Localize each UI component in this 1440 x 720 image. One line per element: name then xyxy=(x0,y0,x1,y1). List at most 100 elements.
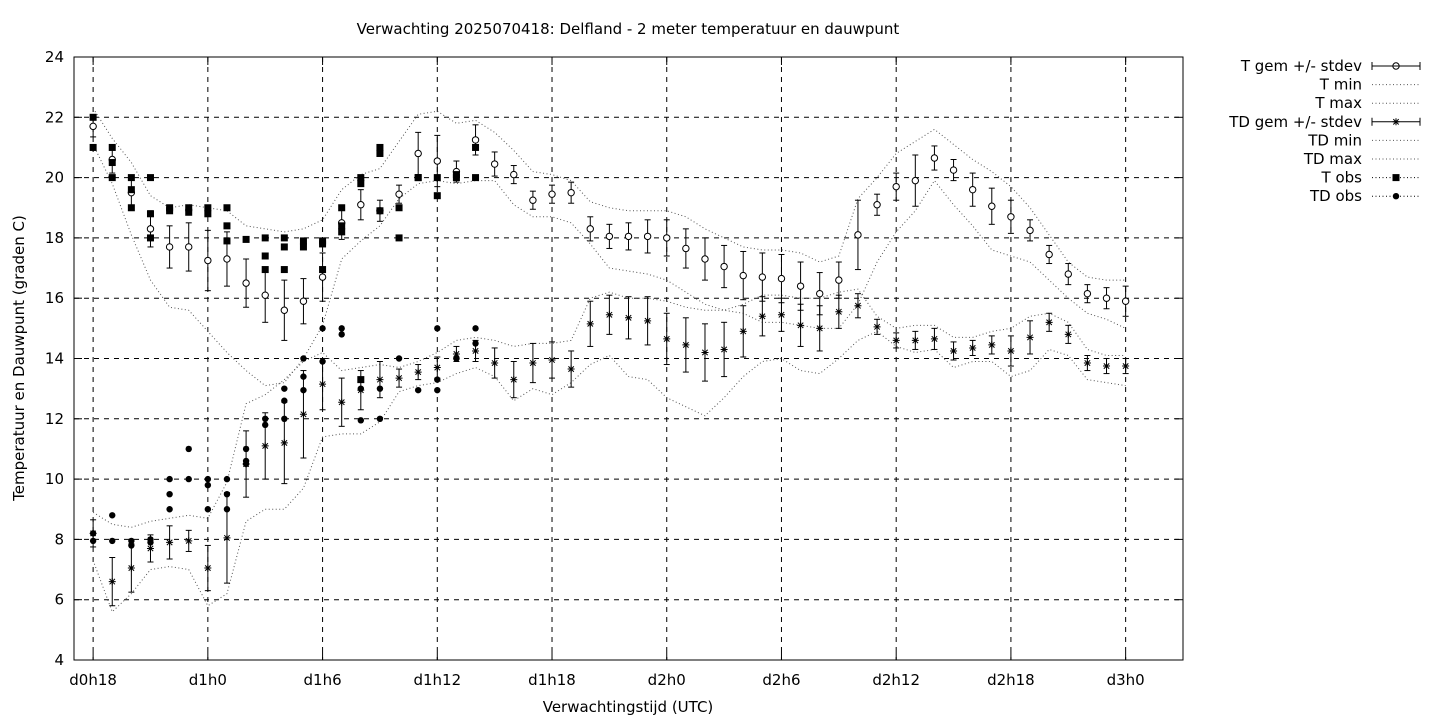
series-t-obs-point xyxy=(261,252,269,260)
series-t-gem-point xyxy=(720,262,728,271)
series-td-gem-point xyxy=(625,314,632,322)
min-max-bands xyxy=(92,107,1126,613)
series-t-gem-point xyxy=(1083,289,1092,298)
series-td-obs-point xyxy=(434,376,441,383)
series-t-obs-point xyxy=(395,234,403,242)
series-t-gem-point xyxy=(280,306,289,314)
series-t-gem-point xyxy=(854,231,862,239)
series-t-obs-point xyxy=(89,113,97,121)
series-t-obs-point xyxy=(319,266,327,274)
series-td-obs-point xyxy=(223,506,231,513)
series-td-obs-point xyxy=(338,325,345,332)
series-t-gem-point xyxy=(395,190,403,198)
series-td-obs-point xyxy=(338,331,345,338)
y-tick-label: 22 xyxy=(45,108,64,126)
series-t-gem-point xyxy=(204,256,212,265)
series-td-obs-point xyxy=(89,530,97,537)
series-td-gem-point xyxy=(969,344,977,352)
series-t-obs-point xyxy=(395,204,403,212)
series-t-obs-point xyxy=(223,222,231,230)
series-td-gem-point xyxy=(491,359,499,367)
series-t-gem-point xyxy=(1026,226,1034,235)
series-t-gem-point xyxy=(1102,294,1111,302)
series-t-gem-point xyxy=(490,160,499,168)
legend-label-t-gem: T gem +/- stdev xyxy=(1240,57,1362,75)
series-td-gem-point xyxy=(950,347,958,355)
series-t-obs-point xyxy=(204,210,212,218)
series-td-gem-point xyxy=(835,308,843,316)
series-td-gem-point xyxy=(586,320,594,328)
series-t-obs-point xyxy=(280,234,288,242)
series-td-obs-point xyxy=(453,355,460,362)
series-td-obs-point xyxy=(242,460,250,468)
series-td-obs-point xyxy=(128,542,135,549)
series-t-obs-point xyxy=(357,174,365,182)
series-t-obs-point xyxy=(338,204,346,212)
series-t-obs-point xyxy=(146,174,154,182)
x-tick-label: d1h0 xyxy=(189,671,227,689)
series-t-obs-point xyxy=(357,180,365,188)
series-t-gem-point xyxy=(758,273,767,281)
series-td-obs-point xyxy=(262,415,269,422)
series-t-gem-point xyxy=(548,190,556,198)
series-t-gem-point xyxy=(739,271,747,280)
x-tick-label: d3h0 xyxy=(1107,671,1145,689)
series-t-obs-point xyxy=(108,174,116,182)
series-t-gem-point xyxy=(89,122,97,131)
series-td-gem-point xyxy=(472,347,480,355)
series-td-gem-point xyxy=(414,368,422,376)
series-td-obs-point xyxy=(376,415,384,422)
series-td-obs-point xyxy=(166,490,173,498)
series-td-obs-point xyxy=(262,421,269,429)
series-td-gem-point xyxy=(758,312,766,320)
series-t-obs-point xyxy=(472,143,480,151)
legend-label-td-min: TD min xyxy=(1307,131,1362,149)
series-t-gem-point xyxy=(682,244,690,253)
series-td-gem-point xyxy=(319,380,327,388)
x-tick-label: d0h18 xyxy=(69,671,117,689)
series-t-obs-point xyxy=(127,204,135,212)
series-td-gem-point xyxy=(280,439,288,447)
y-tick-label: 24 xyxy=(45,48,64,66)
series-t-gem-point xyxy=(223,255,231,263)
series-t-obs-point xyxy=(376,143,384,151)
legend-sample-td-obs-marker xyxy=(1392,193,1400,200)
series-t-gem-point xyxy=(988,202,996,210)
x-tick-label: d2h0 xyxy=(648,671,686,689)
series-t-max xyxy=(92,107,1126,281)
series-t-obs-point xyxy=(433,192,441,200)
series-td-gem-point xyxy=(911,336,919,344)
y-tick-label: 8 xyxy=(54,530,64,548)
series-td-gem-point xyxy=(1064,330,1072,338)
series-t-obs-point xyxy=(338,228,346,236)
series-td-obs-point xyxy=(434,386,441,394)
series-td-gem-point xyxy=(777,311,785,319)
series-t-gem-point xyxy=(1007,213,1015,221)
series-td-gem-point xyxy=(701,348,709,356)
series-t-obs-point xyxy=(280,243,288,251)
x-tick-label: d2h18 xyxy=(987,671,1035,689)
series-td-obs-point xyxy=(300,355,307,362)
series-td-obs-point xyxy=(395,355,403,362)
series-td-gem-point xyxy=(892,336,900,344)
series-t-obs-point xyxy=(223,204,231,212)
y-axis-label: Temperatuur en Dauwpunt (graden C) xyxy=(10,215,28,502)
series-td-gem-point xyxy=(1026,333,1034,341)
series-td-gem-point xyxy=(108,578,116,586)
series-t-gem-point xyxy=(930,154,939,162)
series-t-obs-point xyxy=(452,174,460,182)
series-td-obs-point xyxy=(357,376,365,383)
series-td-gem-point xyxy=(930,335,938,343)
series-t-gem-point xyxy=(471,136,480,144)
series-td-gem-point xyxy=(510,376,518,384)
series-td-gem-point xyxy=(299,410,307,418)
series-td-obs-point xyxy=(185,445,192,453)
series-td-obs-point xyxy=(185,475,192,483)
series-td-gem-point xyxy=(1045,318,1053,326)
series-t-gem-point xyxy=(796,282,805,290)
axis-ticks: 4 6 8 10 12 14 16 18 20 22 24 d0h18 d1h0 d1h6 d1h12 d1h… xyxy=(45,48,1183,689)
series-td-obs-point xyxy=(434,325,441,332)
series-t-obs-point xyxy=(376,207,384,215)
series-t-gem-point xyxy=(529,196,537,204)
series-t-gem-point xyxy=(701,255,709,263)
